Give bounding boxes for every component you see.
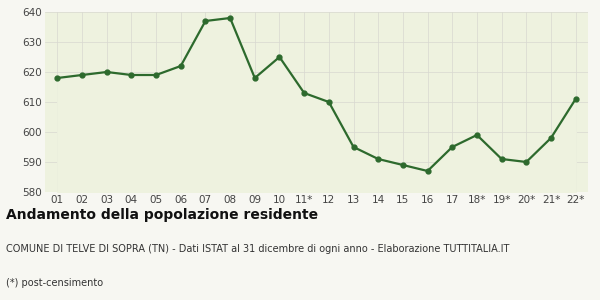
Text: COMUNE DI TELVE DI SOPRA (TN) - Dati ISTAT al 31 dicembre di ogni anno - Elabora: COMUNE DI TELVE DI SOPRA (TN) - Dati IST…: [6, 244, 509, 254]
Text: Andamento della popolazione residente: Andamento della popolazione residente: [6, 208, 318, 223]
Text: (*) post-censimento: (*) post-censimento: [6, 278, 103, 287]
